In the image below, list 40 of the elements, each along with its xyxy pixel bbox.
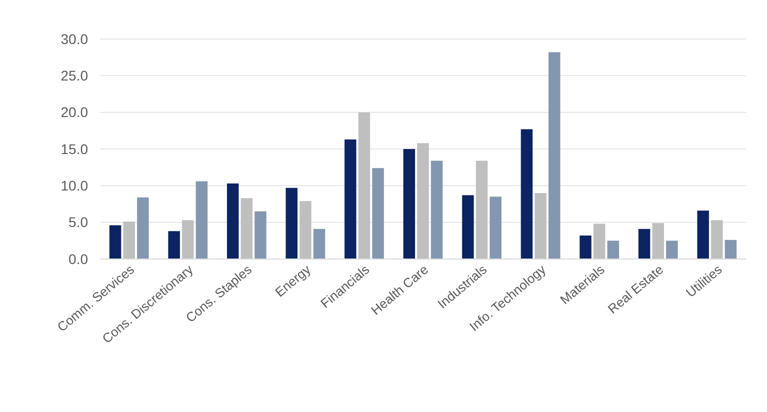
bar	[711, 220, 723, 259]
y-tick-label: 20.0	[60, 104, 88, 120]
bar	[168, 231, 180, 259]
bar	[520, 129, 533, 259]
bar	[300, 201, 312, 259]
bar	[462, 195, 474, 259]
bar	[607, 240, 620, 259]
bar	[534, 193, 546, 259]
bar	[580, 236, 592, 259]
bar	[593, 224, 606, 259]
bar	[286, 188, 298, 259]
bar	[254, 211, 266, 259]
y-tick-label: 15.0	[60, 140, 88, 157]
bar	[196, 181, 208, 259]
bar	[724, 240, 737, 259]
y-tick-label: 5.0	[68, 214, 88, 230]
bar	[403, 149, 416, 259]
bar	[123, 222, 135, 259]
bar	[490, 196, 502, 259]
bar	[226, 183, 239, 259]
bar	[182, 220, 194, 259]
bar	[666, 240, 678, 259]
bar	[430, 160, 443, 259]
bar	[109, 225, 122, 259]
bar	[358, 112, 370, 259]
bar	[548, 52, 560, 259]
y-tick-label: 10.0	[60, 178, 88, 194]
y-tick-label: 0.0	[68, 250, 88, 267]
bar	[638, 228, 650, 259]
y-tick-label: 25.0	[60, 68, 88, 84]
bar	[372, 168, 384, 259]
bar	[697, 210, 709, 259]
y-tick-label: 30.0	[60, 30, 88, 47]
bar	[344, 139, 356, 259]
bar	[313, 228, 326, 259]
bar	[240, 198, 253, 259]
bar	[476, 160, 488, 259]
bar	[652, 223, 664, 259]
bar	[417, 143, 429, 259]
bar	[137, 197, 149, 259]
